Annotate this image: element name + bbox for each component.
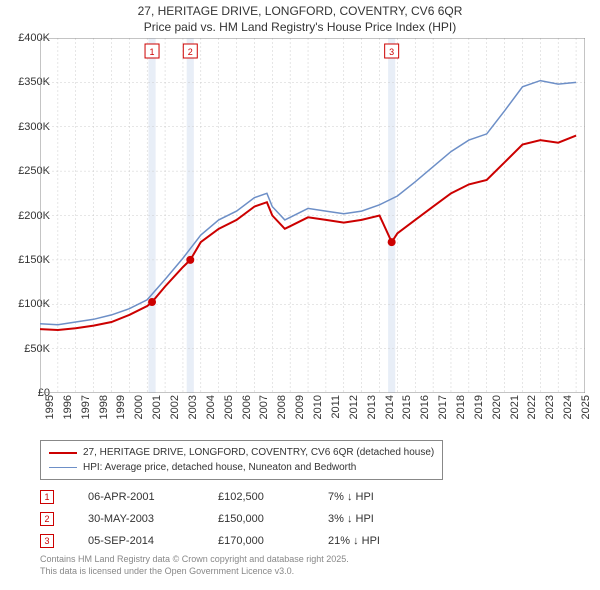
- x-tick-label: 2024: [562, 395, 574, 419]
- x-tick-label: 2012: [348, 395, 360, 419]
- sale-price: £102,500: [218, 491, 328, 503]
- x-tick-label: 2018: [455, 395, 467, 419]
- x-tick-label: 1999: [115, 395, 127, 419]
- table-row: 3 05-SEP-2014 £170,000 21% ↓ HPI: [40, 530, 418, 552]
- x-tick-label: 2015: [401, 395, 413, 419]
- x-tick-label: 2003: [187, 395, 199, 419]
- x-tick-label: 2020: [491, 395, 503, 419]
- attribution-line1: Contains HM Land Registry data © Crown c…: [40, 554, 349, 566]
- x-tick-label: 2000: [133, 395, 145, 419]
- sales-table: 1 06-APR-2001 £102,500 7% ↓ HPI 2 30-MAY…: [40, 486, 418, 552]
- x-tick-label: 2017: [437, 395, 449, 419]
- legend-row-series2: HPI: Average price, detached house, Nune…: [49, 460, 434, 475]
- title-line1: 27, HERITAGE DRIVE, LONGFORD, COVENTRY, …: [0, 4, 600, 20]
- legend-swatch-series2: [49, 467, 77, 469]
- sale-date: 05-SEP-2014: [88, 535, 218, 547]
- legend-label-series1: 27, HERITAGE DRIVE, LONGFORD, COVENTRY, …: [83, 445, 434, 460]
- x-tick-label: 2005: [223, 395, 235, 419]
- sale-pct: 3% ↓ HPI: [328, 513, 418, 525]
- sale-date: 06-APR-2001: [88, 491, 218, 503]
- chart-plot-area: 1 2 3: [40, 38, 585, 393]
- chart-title: 27, HERITAGE DRIVE, LONGFORD, COVENTRY, …: [0, 0, 600, 35]
- sale-pct: 7% ↓ HPI: [328, 491, 418, 503]
- x-tick-label: 2008: [276, 395, 288, 419]
- x-tick-label: 2011: [330, 395, 342, 419]
- title-line2: Price paid vs. HM Land Registry's House …: [0, 20, 600, 36]
- legend: 27, HERITAGE DRIVE, LONGFORD, COVENTRY, …: [40, 440, 443, 480]
- x-tick-label: 2002: [169, 395, 181, 419]
- svg-text:3: 3: [389, 47, 394, 57]
- x-tick-label: 2007: [258, 395, 270, 419]
- sale-price: £170,000: [218, 535, 328, 547]
- x-tick-label: 2019: [473, 395, 485, 419]
- attribution-line2: This data is licensed under the Open Gov…: [40, 566, 349, 578]
- sale-pct: 21% ↓ HPI: [328, 535, 418, 547]
- x-tick-label: 1998: [98, 395, 110, 419]
- x-tick-label: 2006: [241, 395, 253, 419]
- x-tick-label: 2016: [419, 395, 431, 419]
- legend-label-series2: HPI: Average price, detached house, Nune…: [83, 460, 356, 475]
- x-tick-label: 2010: [312, 395, 324, 419]
- x-tick-label: 2023: [544, 395, 556, 419]
- chart-svg: 1 2 3: [40, 38, 585, 393]
- table-row: 2 30-MAY-2003 £150,000 3% ↓ HPI: [40, 508, 418, 530]
- x-tick-label: 2021: [509, 395, 521, 419]
- x-tick-label: 2013: [366, 395, 378, 419]
- svg-text:2: 2: [188, 47, 193, 57]
- chart-container: 27, HERITAGE DRIVE, LONGFORD, COVENTRY, …: [0, 0, 600, 590]
- x-tick-label: 2022: [526, 395, 538, 419]
- legend-swatch-series1: [49, 452, 77, 454]
- sale-price: £150,000: [218, 513, 328, 525]
- x-tick-label: 1995: [44, 395, 56, 419]
- x-tick-label: 2014: [384, 395, 396, 419]
- sale-marker-3: 3: [40, 534, 54, 548]
- x-tick-label: 2004: [205, 395, 217, 419]
- sale-marker-2: 2: [40, 512, 54, 526]
- attribution: Contains HM Land Registry data © Crown c…: [40, 554, 349, 577]
- x-tick-label: 2001: [151, 395, 163, 419]
- sale-marker-1: 1: [40, 490, 54, 504]
- sale-date: 30-MAY-2003: [88, 513, 218, 525]
- table-row: 1 06-APR-2001 £102,500 7% ↓ HPI: [40, 486, 418, 508]
- x-tick-label: 1996: [62, 395, 74, 419]
- x-tick-label: 2009: [294, 395, 306, 419]
- x-tick-label: 2025: [580, 395, 592, 419]
- legend-row-series1: 27, HERITAGE DRIVE, LONGFORD, COVENTRY, …: [49, 445, 434, 460]
- svg-text:1: 1: [150, 47, 155, 57]
- x-tick-label: 1997: [80, 395, 92, 419]
